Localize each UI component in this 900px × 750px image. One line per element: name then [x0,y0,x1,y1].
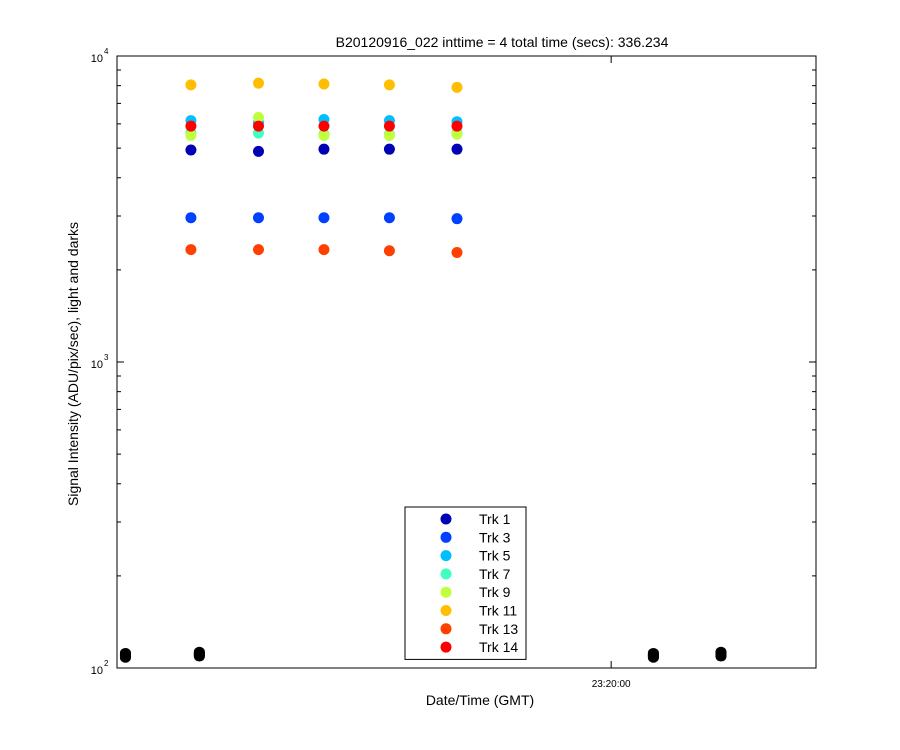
data-point-trk-9 [451,128,463,140]
x-axis-label: Date/Time (GMT) [426,692,534,708]
data-point-trk-14 [252,120,264,132]
y-axis-label: Signal Intensity (ADU/pix/sec), light an… [65,222,81,506]
legend-marker [440,623,452,635]
dark-frame-point [715,647,727,658]
data-point-trk-1 [318,143,330,155]
legend-label: Trk 11 [479,603,517,619]
legend-marker [440,513,452,525]
data-point-trk-13 [318,244,330,256]
data-point-trk-9 [318,129,330,141]
data-point-trk-1 [252,145,264,157]
data-point-trk-11 [318,78,330,90]
legend-label: Trk 13 [479,621,518,637]
data-point-trk-9 [185,129,197,141]
legend-marker [440,550,452,562]
dark-frame-point [119,649,131,660]
legend-marker [440,605,452,616]
y-tick-label-exponent: 4 [104,47,109,56]
data-point-trk-1 [383,143,395,155]
data-point-trk-13 [252,244,264,256]
y-tick-label: 10 [91,53,103,65]
data-points [119,77,727,663]
legend-label: Trk 14 [479,639,518,655]
data-point-trk-3 [185,212,197,224]
y-tick-label-exponent: 2 [104,659,109,668]
chart-title: B20120916_022 inttime = 4 total time (se… [336,34,669,50]
data-point-trk-14 [185,120,197,132]
legend-marker [440,586,452,598]
dark-frame-point [193,647,205,658]
x-tick-label: 23:20:00 [592,679,631,690]
data-point-trk-11 [252,77,264,89]
y-tick-label: 10 [91,665,103,677]
data-point-trk-9 [252,111,264,123]
data-point-trk-13 [451,246,463,258]
data-point-trk-14 [318,120,330,132]
dark-frame-point [647,649,659,660]
data-point-trk-3 [252,212,264,224]
data-point-trk-13 [383,245,395,257]
data-point-trk-3 [451,213,463,225]
data-point-trk-14 [451,120,463,132]
legend-marker [440,641,452,653]
data-point-trk-9 [383,129,395,141]
legend: Trk 1 Trk 3 Trk 5 Trk 7 Trk 9 Trk 11 Trk 13 Trk… [404,506,527,660]
legend-label: Trk 9 [479,584,511,600]
y-tick-label-exponent: 3 [104,353,109,362]
data-point-trk-1 [185,144,197,156]
legend-marker [440,568,452,580]
data-point-trk-11 [451,81,463,93]
data-point-trk-3 [383,212,395,224]
legend-marker [440,531,452,543]
data-point-trk-13 [185,244,197,256]
legend-label: Trk 7 [479,566,511,582]
legend-box [404,506,527,660]
y-tick-label: 10 [91,359,103,371]
data-point-trk-11 [383,79,395,91]
data-point-trk-11 [185,79,197,91]
legend-label: Trk 3 [479,529,511,545]
data-point-trk-14 [383,120,395,132]
data-point-trk-1 [451,143,463,155]
legend-label: Trk 5 [479,548,511,564]
data-point-trk-3 [318,212,330,224]
legend-label: Trk 1 [479,511,511,527]
